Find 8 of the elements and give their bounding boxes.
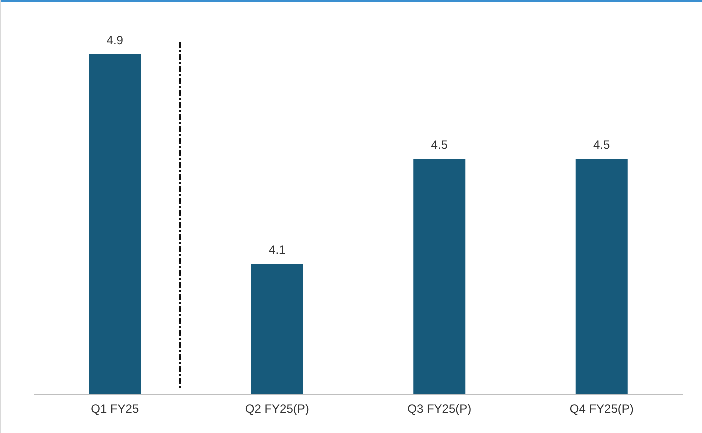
data-label: 4.5 bbox=[431, 138, 448, 152]
data-label: 4.1 bbox=[269, 243, 286, 257]
x-tick-label: Q4 FY25(P) bbox=[570, 402, 634, 416]
x-tick-label: Q2 FY25(P) bbox=[245, 402, 310, 416]
data-label: 4.9 bbox=[106, 33, 124, 48]
x-tick-label: Q1 FY25 bbox=[91, 402, 140, 416]
x-tick-label: Q3 FY25(P) bbox=[408, 402, 472, 416]
data-label: 4.5 bbox=[594, 138, 611, 152]
